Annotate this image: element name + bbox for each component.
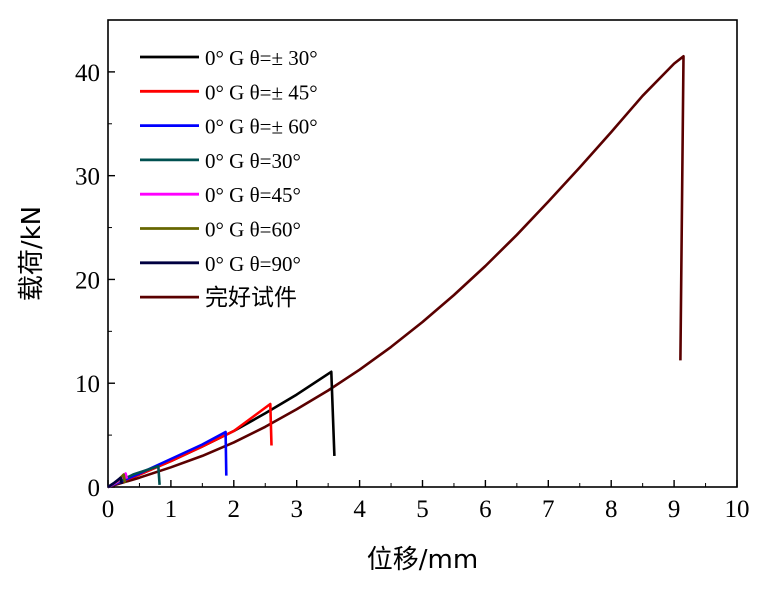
y-tick-label: 40: [75, 60, 100, 87]
legend-label: 0° G θ=30°: [205, 149, 301, 173]
y-tick-label: 20: [75, 267, 100, 294]
x-tick-label: 0: [102, 496, 115, 523]
legend-label: 完好试件: [205, 285, 297, 311]
y-tick-label: 10: [75, 371, 100, 398]
legend-label: 0° G θ=± 30°: [205, 46, 318, 70]
x-tick-label: 8: [605, 496, 618, 523]
legend-label: 0° G θ=45°: [205, 183, 301, 207]
x-axis-title: 位移/mm: [367, 545, 478, 575]
y-axis-title: 载荷/kN: [17, 206, 47, 301]
x-tick-label: 3: [290, 496, 303, 523]
x-tick-label: 6: [479, 496, 492, 523]
legend: 0° G θ=± 30° 0° G θ=± 45° 0° G θ=± 60° 0° G…: [140, 46, 318, 311]
x-tick-label: 4: [353, 496, 366, 523]
legend-label: 0° G θ=± 60°: [205, 115, 318, 139]
x-tick-label: 9: [668, 496, 681, 523]
ticks: 0 1 2 3 4 5 6 7 8 9 10 0 10 20 30 40: [75, 60, 750, 523]
series-line-2: [107, 430, 228, 489]
x-tick-label: 7: [542, 496, 555, 523]
y-tick-label: 30: [75, 164, 100, 191]
legend-label: 0° G θ=± 45°: [205, 80, 318, 104]
x-tick-label: 10: [725, 496, 750, 523]
series-line-7: [107, 54, 685, 489]
legend-label: 0° G θ=90°: [205, 252, 301, 276]
y-tick-label: 0: [88, 475, 101, 502]
plot-frame: [107, 19, 738, 488]
x-tick-label: 2: [228, 496, 241, 523]
x-tick-label: 5: [416, 496, 429, 523]
x-tick-label: 1: [165, 496, 178, 523]
series-line-6: [107, 476, 124, 489]
legend-label: 0° G θ=60°: [205, 218, 301, 242]
series-group: [107, 54, 685, 489]
series-line-0: [107, 370, 336, 489]
